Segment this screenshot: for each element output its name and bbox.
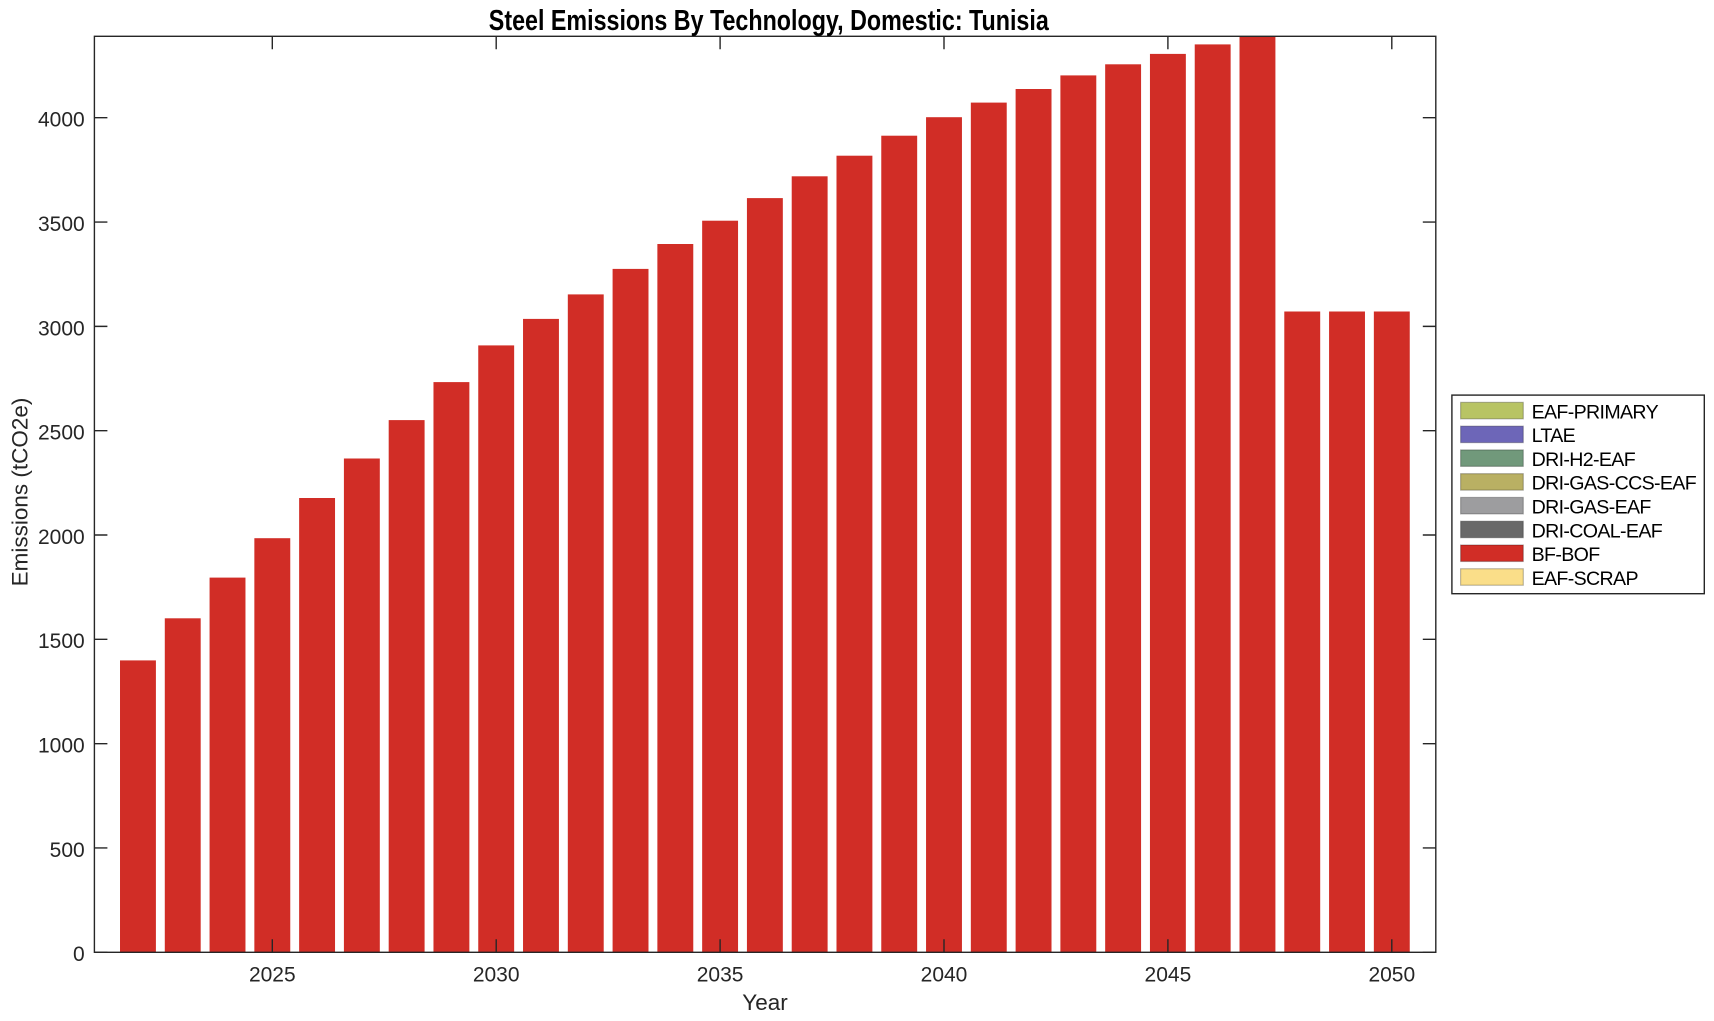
svg-text:2040: 2040 <box>921 964 968 987</box>
svg-text:2035: 2035 <box>697 964 744 987</box>
svg-text:3000: 3000 <box>38 317 85 340</box>
svg-text:2500: 2500 <box>38 422 85 445</box>
svg-text:500: 500 <box>50 839 85 862</box>
svg-text:EAF-PRIMARY: EAF-PRIMARY <box>1532 401 1659 423</box>
svg-text:LTAE: LTAE <box>1532 425 1576 447</box>
svg-text:2050: 2050 <box>1368 964 1415 987</box>
svg-text:2030: 2030 <box>473 964 520 987</box>
svg-text:EAF-SCRAP: EAF-SCRAP <box>1532 568 1639 590</box>
svg-text:Steel Emissions By Technology,: Steel Emissions By Technology, Domestic:… <box>489 5 1050 37</box>
svg-text:2000: 2000 <box>38 526 85 549</box>
svg-text:2025: 2025 <box>249 964 296 987</box>
svg-text:Year: Year <box>742 990 788 1015</box>
svg-text:BF-BOF: BF-BOF <box>1532 544 1601 566</box>
svg-text:DRI-H2-EAF: DRI-H2-EAF <box>1532 449 1636 471</box>
svg-text:DRI-GAS-EAF: DRI-GAS-EAF <box>1532 496 1652 518</box>
svg-text:1000: 1000 <box>38 735 85 758</box>
svg-text:DRI-COAL-EAF: DRI-COAL-EAF <box>1532 520 1663 542</box>
svg-text:0: 0 <box>73 943 85 966</box>
svg-text:2045: 2045 <box>1145 964 1192 987</box>
svg-text:1500: 1500 <box>38 630 85 653</box>
svg-text:3500: 3500 <box>38 213 85 236</box>
svg-text:DRI-GAS-CCS-EAF: DRI-GAS-CCS-EAF <box>1532 473 1697 495</box>
svg-text:Emissions (tCO2e): Emissions (tCO2e) <box>8 398 33 587</box>
svg-text:4000: 4000 <box>38 109 85 132</box>
